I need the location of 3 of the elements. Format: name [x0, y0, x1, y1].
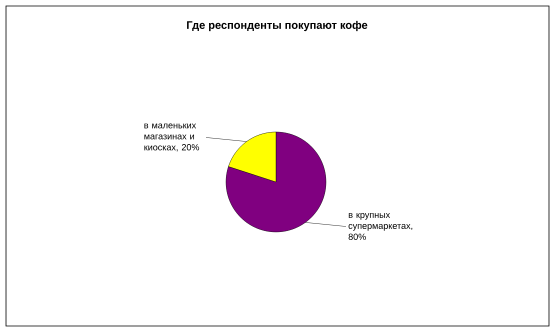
chart-title: Где респонденты покупают кофе [187, 20, 368, 32]
slice-label: в маленьких магазинах и киосках, 20% [144, 123, 200, 152]
slice-label: в крупных супермаркетах, 80% [348, 213, 412, 240]
